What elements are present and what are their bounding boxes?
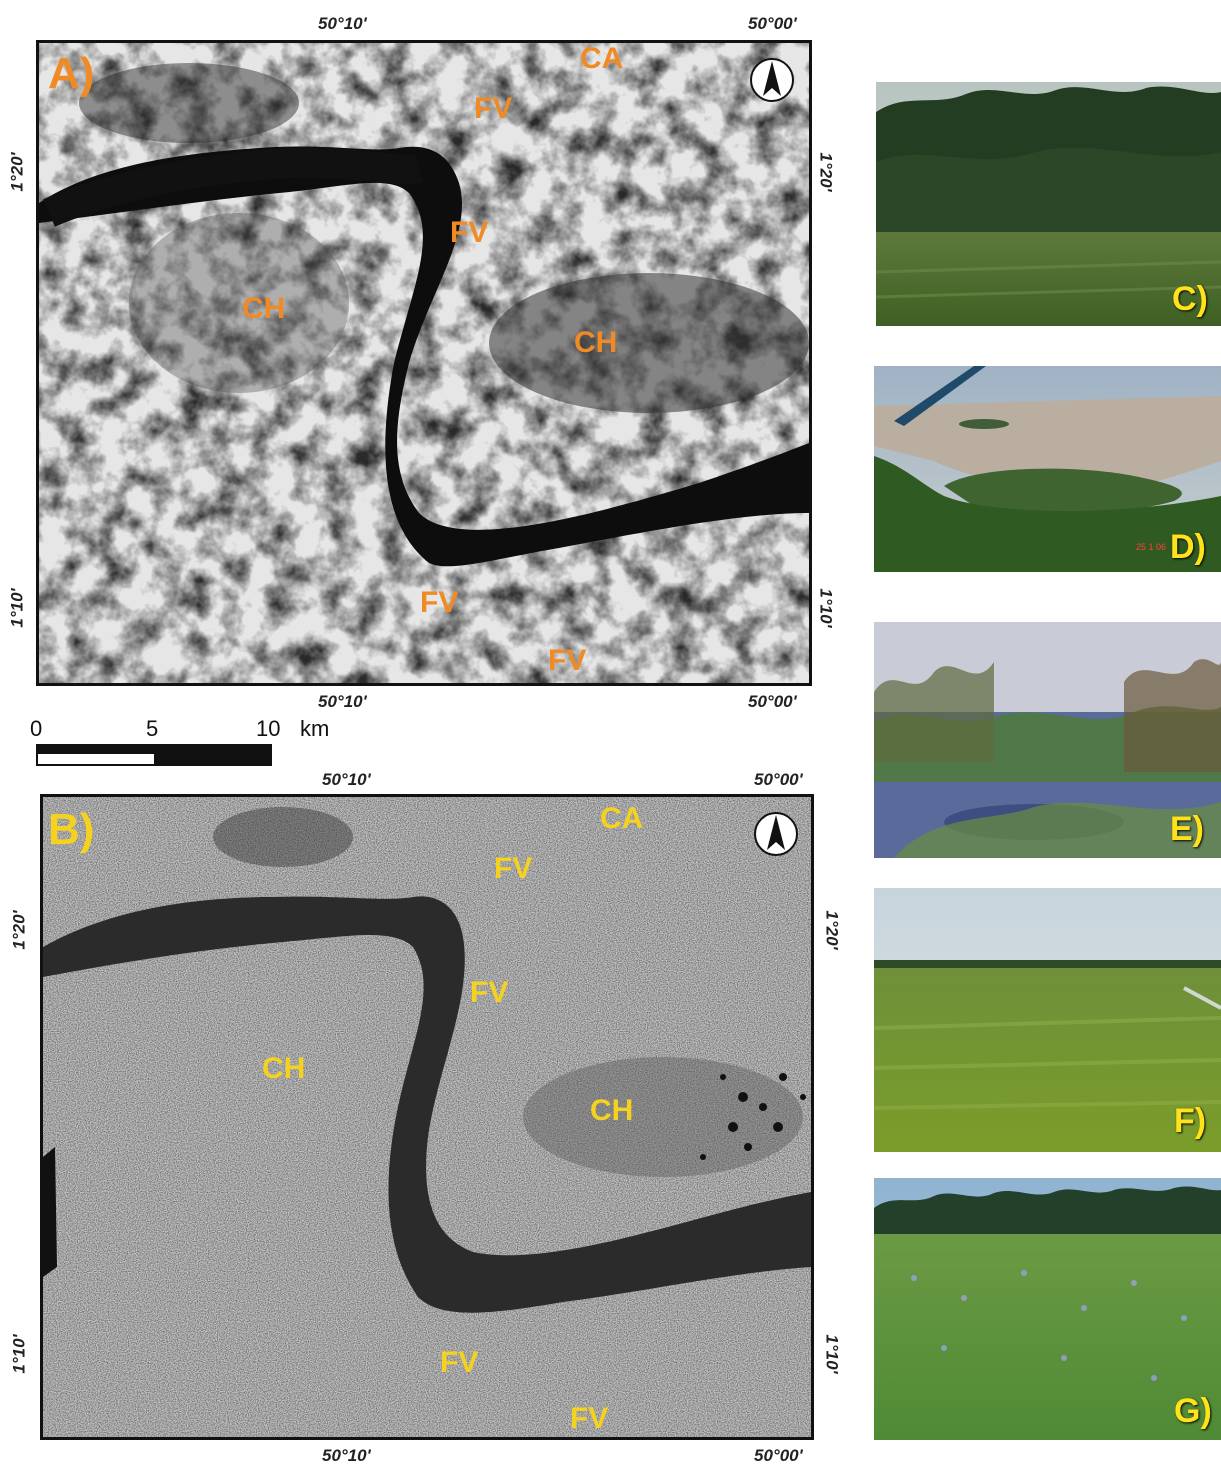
- panel-a-unit-ch-2: CH: [574, 326, 618, 359]
- photo-e: E): [874, 622, 1221, 858]
- panel-a-map-image: [39, 43, 809, 683]
- panel-b-unit-fv-4: FV: [570, 1402, 609, 1435]
- panel-a-coord-left-upper: 1°20': [7, 152, 27, 192]
- panel-b-unit-ca: CA: [600, 802, 644, 835]
- panel-a-coord-right-lower: 1°10': [816, 588, 836, 628]
- scale-tick-5: 5: [146, 716, 159, 741]
- photo-g-label: G): [1174, 1392, 1212, 1430]
- panel-b-label: B): [48, 805, 95, 854]
- panel-a-unit-fv-4: FV: [548, 644, 587, 677]
- panel-a-coord-top-left: 50°10': [318, 14, 367, 33]
- panel-b-coord-bottom-right: 50°00': [754, 1446, 803, 1465]
- panel-b-coord-left-lower: 1°10': [9, 1334, 29, 1374]
- panel-b-coord-top-right: 50°00': [754, 770, 803, 789]
- panel-b-coord-left-upper: 1°20': [9, 910, 29, 950]
- panel-a-north-arrow-icon: [748, 56, 796, 104]
- panel-a-unit-fv-2: FV: [450, 216, 489, 249]
- photo-c: C): [876, 82, 1221, 326]
- panel-a-coord-top-right: 50°00': [748, 14, 797, 33]
- panel-a-coord-bottom-left: 50°10': [318, 692, 367, 711]
- panel-b-unit-ch-1: CH: [262, 1052, 306, 1085]
- panel-a-radar-map: [36, 40, 812, 686]
- panel-b-coord-right-lower: 1°10': [822, 1334, 842, 1374]
- scale-unit: km: [300, 716, 330, 741]
- panel-b-unit-fv-1: FV: [494, 852, 533, 885]
- panel-b-coord-top-left: 50°10': [322, 770, 371, 789]
- panel-a-unit-ch-1: CH: [242, 292, 286, 325]
- scale-bar: [36, 744, 272, 768]
- photo-d-date-stamp: 25 1 06: [1136, 542, 1167, 552]
- panel-a-unit-fv-1: FV: [474, 92, 513, 125]
- panel-b-radar-map: [40, 794, 814, 1440]
- photo-d: 25 1 06 D): [874, 366, 1221, 572]
- panel-a-label: A): [48, 49, 95, 98]
- photo-g: G): [874, 1178, 1221, 1440]
- panel-b-unit-fv-3: FV: [440, 1346, 479, 1379]
- panel-a-unit-fv-3: FV: [420, 586, 459, 619]
- photo-c-label: C): [1172, 280, 1208, 318]
- panel-b-coord-right-upper: 1°20': [822, 910, 842, 950]
- photo-f: F): [874, 888, 1221, 1152]
- panel-b-map-image: [43, 797, 811, 1437]
- panel-b-north-arrow-icon: [752, 810, 800, 858]
- scale-tick-0: 0: [30, 716, 43, 741]
- panel-b-unit-fv-2: FV: [470, 976, 509, 1009]
- panel-a-coord-bottom-right: 50°00': [748, 692, 797, 711]
- photo-e-label: E): [1170, 810, 1204, 848]
- scale-tick-10: 10: [256, 716, 281, 741]
- panel-b-unit-ch-2: CH: [590, 1094, 634, 1127]
- panel-a-coord-right-upper: 1°20': [816, 152, 836, 192]
- photo-d-label: D): [1170, 528, 1206, 566]
- photo-f-label: F): [1174, 1102, 1207, 1140]
- panel-a-unit-ca: CA: [580, 42, 624, 75]
- panel-a-coord-left-lower: 1°10': [7, 588, 27, 628]
- panel-b-coord-bottom-left: 50°10': [322, 1446, 371, 1465]
